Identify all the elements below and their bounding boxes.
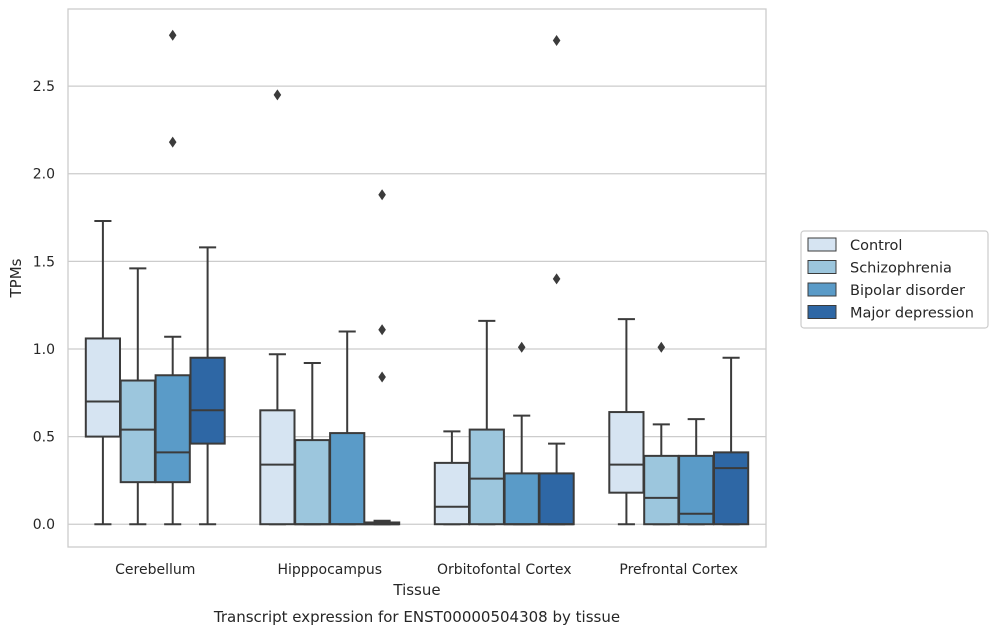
- legend-frame: [800, 230, 989, 329]
- box-iqr: [189, 356, 226, 445]
- box-control: [259, 89, 296, 526]
- box-bipolar-disorder: [154, 29, 191, 526]
- legend: Control Schizophrenia Bipolar disorder Majo…: [800, 230, 989, 329]
- legend-item: Control: [807, 237, 902, 254]
- outlier-marker: [168, 29, 177, 41]
- x-tick-label: Orbitofontal Cortex: [437, 562, 572, 578]
- box-major-depression: [363, 189, 401, 526]
- box-iqr: [294, 439, 331, 526]
- x-tick-label: Cerebellum: [115, 562, 195, 578]
- outlier-marker: [168, 136, 177, 148]
- box-iqr: [119, 379, 156, 484]
- outlier-marker: [273, 89, 282, 101]
- legend-swatch: [807, 237, 837, 252]
- y-axis-label: TPMs: [7, 258, 25, 298]
- outlier-marker: [517, 341, 526, 353]
- outlier-marker: [378, 371, 386, 383]
- outlier-marker: [378, 324, 386, 336]
- outlier-marker: [378, 189, 386, 201]
- outlier-marker: [552, 273, 561, 285]
- outlier-marker: [657, 341, 666, 353]
- legend-label: Bipolar disorder: [850, 283, 965, 299]
- box-iqr: [503, 472, 540, 526]
- y-tick-label: 0.5: [33, 430, 55, 446]
- box-iqr: [329, 432, 366, 526]
- box-iqr: [433, 461, 471, 526]
- y-tick-labels: 0.0 0.5 1.0 1.5 2.0 2.5: [33, 79, 55, 533]
- legend-label: Schizophrenia: [850, 261, 952, 277]
- box-iqr: [538, 472, 575, 526]
- box-control: [608, 318, 645, 526]
- box-bipolar-disorder: [503, 341, 540, 526]
- x-tick-label: Hipppocampus: [277, 562, 382, 578]
- y-tick-label: 2.0: [33, 167, 55, 183]
- box-iqr: [643, 454, 680, 526]
- box-bipolar-disorder: [329, 330, 366, 526]
- box-iqr: [84, 337, 122, 438]
- legend-item: Major depression: [807, 305, 974, 322]
- box-major-depression: [712, 356, 750, 526]
- box-iqr: [468, 428, 505, 526]
- x-tick-labels: Cerebellum Hipppocampus Orbitofontal Corte…: [115, 562, 738, 578]
- x-tick-label: Prefrontal Cortex: [619, 562, 738, 578]
- box-bipolar-disorder: [678, 418, 715, 526]
- box-schizophrenia: [119, 267, 156, 526]
- box-schizophrenia: [643, 341, 680, 526]
- legend-swatch: [807, 260, 837, 274]
- legend-item: Schizophrenia: [807, 260, 952, 277]
- y-tick-label: 2.5: [33, 79, 55, 95]
- box-major-depression: [189, 246, 226, 526]
- legend-swatch: [807, 305, 837, 319]
- box-schizophrenia: [468, 319, 505, 526]
- plot-area: [84, 29, 750, 526]
- box-schizophrenia: [294, 361, 331, 526]
- box-iqr: [608, 411, 645, 494]
- box-iqr: [154, 374, 191, 484]
- box-control: [433, 430, 471, 526]
- y-tick-label: 0.0: [33, 517, 55, 533]
- legend-item: Bipolar disorder: [807, 282, 965, 299]
- box-control: [84, 220, 122, 526]
- y-tick-label: 1.0: [33, 342, 55, 358]
- x-axis-label: Tissue: [392, 581, 440, 599]
- chart-title: Transcript expression for ENST0000050430…: [213, 608, 620, 626]
- box-iqr: [712, 451, 750, 526]
- plot-frame: [67, 8, 767, 548]
- box-iqr: [259, 409, 296, 526]
- legend-label: Major depression: [850, 306, 974, 322]
- box-major-depression: [538, 35, 575, 526]
- outlier-marker: [552, 35, 561, 47]
- legend-swatch: [807, 282, 837, 297]
- legend-label: Control: [850, 238, 902, 254]
- y-tick-label: 1.5: [33, 254, 55, 270]
